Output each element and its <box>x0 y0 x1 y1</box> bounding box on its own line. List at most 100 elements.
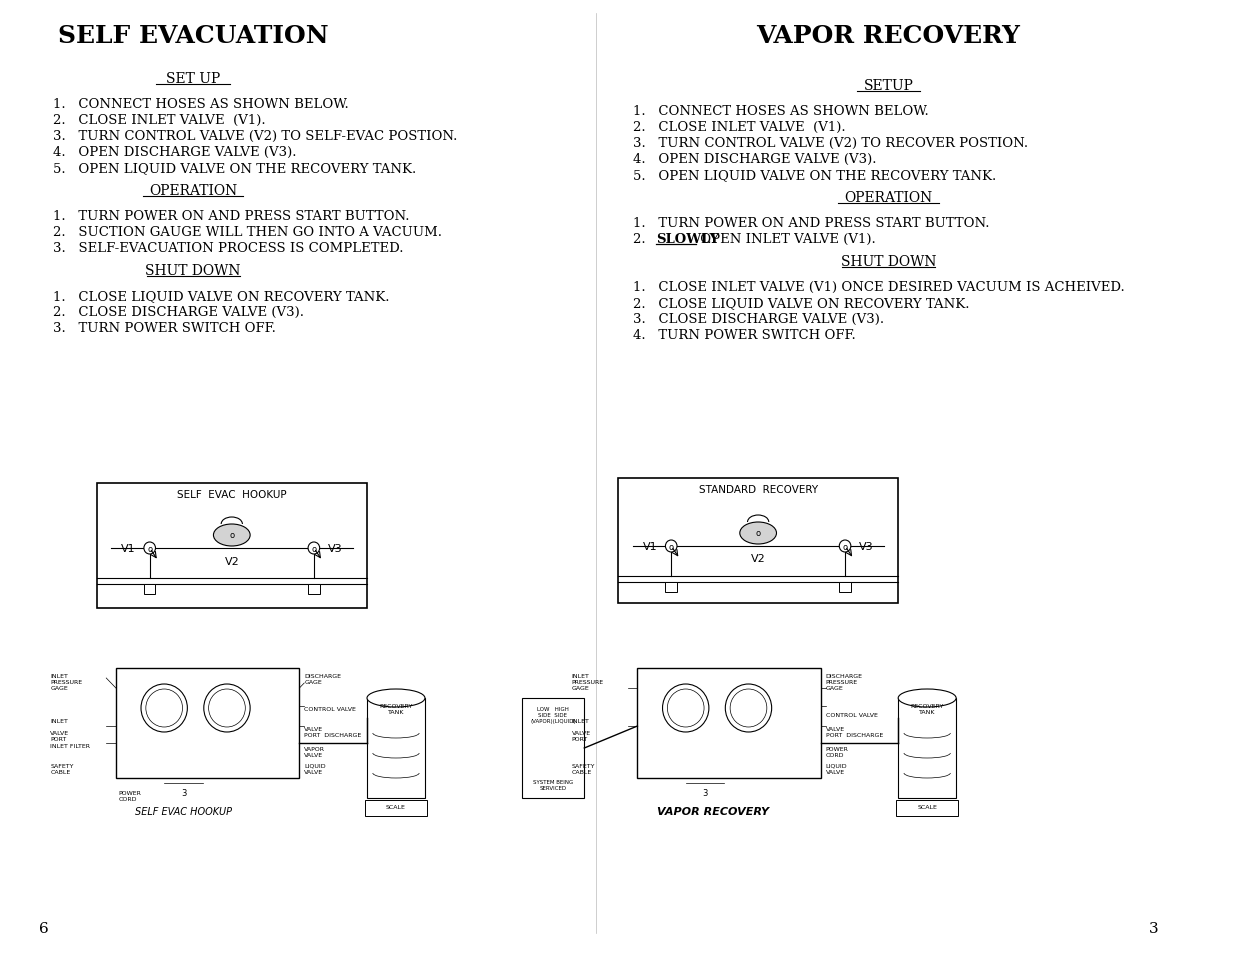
Text: 2.   CLOSE DISCHARGE VALVE (V3).: 2. CLOSE DISCHARGE VALVE (V3). <box>53 306 304 318</box>
Ellipse shape <box>367 689 425 707</box>
Circle shape <box>667 689 704 727</box>
Text: 2.   CLOSE INLET VALVE  (V1).: 2. CLOSE INLET VALVE (V1). <box>632 121 845 133</box>
Text: OPEN INLET VALVE (V1).: OPEN INLET VALVE (V1). <box>697 233 876 246</box>
Text: VAPOR
VALVE: VAPOR VALVE <box>304 746 325 757</box>
Bar <box>840 582 851 593</box>
Text: 3.   TURN CONTROL VALVE (V2) TO RECOVER POSTION.: 3. TURN CONTROL VALVE (V2) TO RECOVER PO… <box>632 137 1028 150</box>
Text: POWER
CORD: POWER CORD <box>119 790 142 801</box>
Text: 5.   OPEN LIQUID VALVE ON THE RECOVERY TANK.: 5. OPEN LIQUID VALVE ON THE RECOVERY TAN… <box>632 169 995 182</box>
Text: 1.   CONNECT HOSES AS SHOWN BELOW.: 1. CONNECT HOSES AS SHOWN BELOW. <box>632 105 929 118</box>
Bar <box>308 584 320 595</box>
Text: SAFETY
CABLE: SAFETY CABLE <box>572 763 595 774</box>
Text: OPERATION: OPERATION <box>845 191 932 205</box>
Text: LIQUID
VALVE: LIQUID VALVE <box>304 763 326 774</box>
Text: V2: V2 <box>751 554 766 563</box>
Text: SETUP: SETUP <box>863 79 914 92</box>
Text: SELF  EVAC  HOOKUP: SELF EVAC HOOKUP <box>177 490 287 499</box>
Text: CONTROL VALVE: CONTROL VALVE <box>304 706 356 711</box>
Text: 5.   OPEN LIQUID VALVE ON THE RECOVERY TANK.: 5. OPEN LIQUID VALVE ON THE RECOVERY TAN… <box>53 162 416 174</box>
Text: VAPOR RECOVERY: VAPOR RECOVERY <box>657 806 768 816</box>
Text: o: o <box>311 544 316 553</box>
Text: 1.   CLOSE LIQUID VALVE ON RECOVERY TANK.: 1. CLOSE LIQUID VALVE ON RECOVERY TANK. <box>53 290 389 303</box>
Text: SHUT DOWN: SHUT DOWN <box>841 254 936 269</box>
Ellipse shape <box>214 524 251 546</box>
Bar <box>666 582 677 593</box>
Text: SLOWLY: SLOWLY <box>656 233 719 246</box>
Text: 3.   CLOSE DISCHARGE VALVE (V3).: 3. CLOSE DISCHARGE VALVE (V3). <box>632 313 884 326</box>
Text: INLET: INLET <box>572 719 589 723</box>
Text: SCALE: SCALE <box>387 804 406 809</box>
Text: 4.   TURN POWER SWITCH OFF.: 4. TURN POWER SWITCH OFF. <box>632 329 856 341</box>
Text: VALVE
PORT: VALVE PORT <box>572 730 590 741</box>
Text: V1: V1 <box>642 541 657 552</box>
Bar <box>521 699 584 799</box>
Text: 2.: 2. <box>632 233 658 246</box>
Text: LIQUID
VALVE: LIQUID VALVE <box>826 763 847 774</box>
Text: SAFETY
CABLE: SAFETY CABLE <box>51 763 74 774</box>
Text: INLET FILTER: INLET FILTER <box>51 743 90 748</box>
Text: INLET: INLET <box>51 719 68 723</box>
Text: RECOVERY
TANK: RECOVERY TANK <box>910 703 944 714</box>
Text: SCALE: SCALE <box>918 804 937 809</box>
Bar <box>366 801 427 816</box>
Text: 2.   CLOSE INLET VALVE  (V1).: 2. CLOSE INLET VALVE (V1). <box>53 113 266 127</box>
Text: VAPOR RECOVERY: VAPOR RECOVERY <box>757 24 1020 48</box>
Circle shape <box>308 542 320 555</box>
Text: SYSTEM BEING
SERVICED: SYSTEM BEING SERVICED <box>532 780 573 790</box>
Text: 3.   TURN CONTROL VALVE (V2) TO SELF-EVAC POSTION.: 3. TURN CONTROL VALVE (V2) TO SELF-EVAC … <box>53 130 457 143</box>
Circle shape <box>840 540 851 553</box>
Bar <box>898 699 956 799</box>
Text: LOW   HIGH
SIDE  SIDE
(VAPOR)(LIQUID): LOW HIGH SIDE SIDE (VAPOR)(LIQUID) <box>530 706 576 722</box>
Text: 3: 3 <box>1150 921 1158 935</box>
Text: SELF EVACUATION: SELF EVACUATION <box>58 24 329 48</box>
Text: 2.   CLOSE LIQUID VALVE ON RECOVERY TANK.: 2. CLOSE LIQUID VALVE ON RECOVERY TANK. <box>632 296 969 310</box>
Text: OPERATION: OPERATION <box>149 184 237 198</box>
Circle shape <box>141 684 188 732</box>
Text: VALVE
PORT: VALVE PORT <box>51 730 69 741</box>
Text: 6: 6 <box>38 921 48 935</box>
Text: CONTROL VALVE: CONTROL VALVE <box>826 712 878 718</box>
Text: o: o <box>842 542 847 551</box>
Circle shape <box>730 689 767 727</box>
Text: 1.   CLOSE INLET VALVE (V1) ONCE DESIRED VACUUM IS ACHEIVED.: 1. CLOSE INLET VALVE (V1) ONCE DESIRED V… <box>632 281 1124 294</box>
Text: VALVE
PORT  DISCHARGE: VALVE PORT DISCHARGE <box>826 726 883 737</box>
Text: 3: 3 <box>703 788 708 797</box>
Text: V3: V3 <box>327 543 342 554</box>
Text: SHUT DOWN: SHUT DOWN <box>146 264 241 277</box>
Circle shape <box>666 540 677 553</box>
Text: 4.   OPEN DISCHARGE VALVE (V3).: 4. OPEN DISCHARGE VALVE (V3). <box>632 152 876 166</box>
Text: V3: V3 <box>860 541 873 552</box>
Ellipse shape <box>898 689 956 707</box>
Text: o: o <box>230 531 235 540</box>
Text: INLET
PRESSURE
GAGE: INLET PRESSURE GAGE <box>572 673 604 690</box>
Text: V1: V1 <box>121 543 136 554</box>
Text: 3.   SELF-EVACUATION PROCESS IS COMPLETED.: 3. SELF-EVACUATION PROCESS IS COMPLETED. <box>53 242 404 254</box>
Text: 2.   SUCTION GAUGE WILL THEN GO INTO A VACUUM.: 2. SUCTION GAUGE WILL THEN GO INTO A VAC… <box>53 226 442 239</box>
Text: 1.   CONNECT HOSES AS SHOWN BELOW.: 1. CONNECT HOSES AS SHOWN BELOW. <box>53 98 348 111</box>
Bar <box>144 584 156 595</box>
Text: o: o <box>756 529 761 537</box>
Text: POWER
CORD: POWER CORD <box>826 746 848 757</box>
Circle shape <box>662 684 709 732</box>
Bar <box>897 801 958 816</box>
Circle shape <box>725 684 772 732</box>
Text: SET UP: SET UP <box>165 71 220 86</box>
Text: RECOVERY
TANK: RECOVERY TANK <box>379 703 412 714</box>
Text: o: o <box>147 544 152 553</box>
Text: 3: 3 <box>180 788 186 797</box>
Bar <box>116 668 299 779</box>
Text: VALVE
PORT  DISCHARGE: VALVE PORT DISCHARGE <box>304 726 362 737</box>
Circle shape <box>204 684 251 732</box>
Text: 3.   TURN POWER SWITCH OFF.: 3. TURN POWER SWITCH OFF. <box>53 322 275 335</box>
Text: V2: V2 <box>225 557 240 566</box>
Circle shape <box>146 689 183 727</box>
Text: INLET
PRESSURE
GAGE: INLET PRESSURE GAGE <box>51 673 83 690</box>
Bar <box>96 483 367 608</box>
Ellipse shape <box>740 522 777 544</box>
Circle shape <box>144 542 156 555</box>
Text: 1.   TURN POWER ON AND PRESS START BUTTON.: 1. TURN POWER ON AND PRESS START BUTTON. <box>632 216 989 230</box>
Text: o: o <box>668 542 674 551</box>
Text: DISCHARGE
PRESSURE
GAGE: DISCHARGE PRESSURE GAGE <box>826 673 863 690</box>
Text: 4.   OPEN DISCHARGE VALVE (V3).: 4. OPEN DISCHARGE VALVE (V3). <box>53 146 296 159</box>
Text: SELF EVAC HOOKUP: SELF EVAC HOOKUP <box>135 806 232 816</box>
